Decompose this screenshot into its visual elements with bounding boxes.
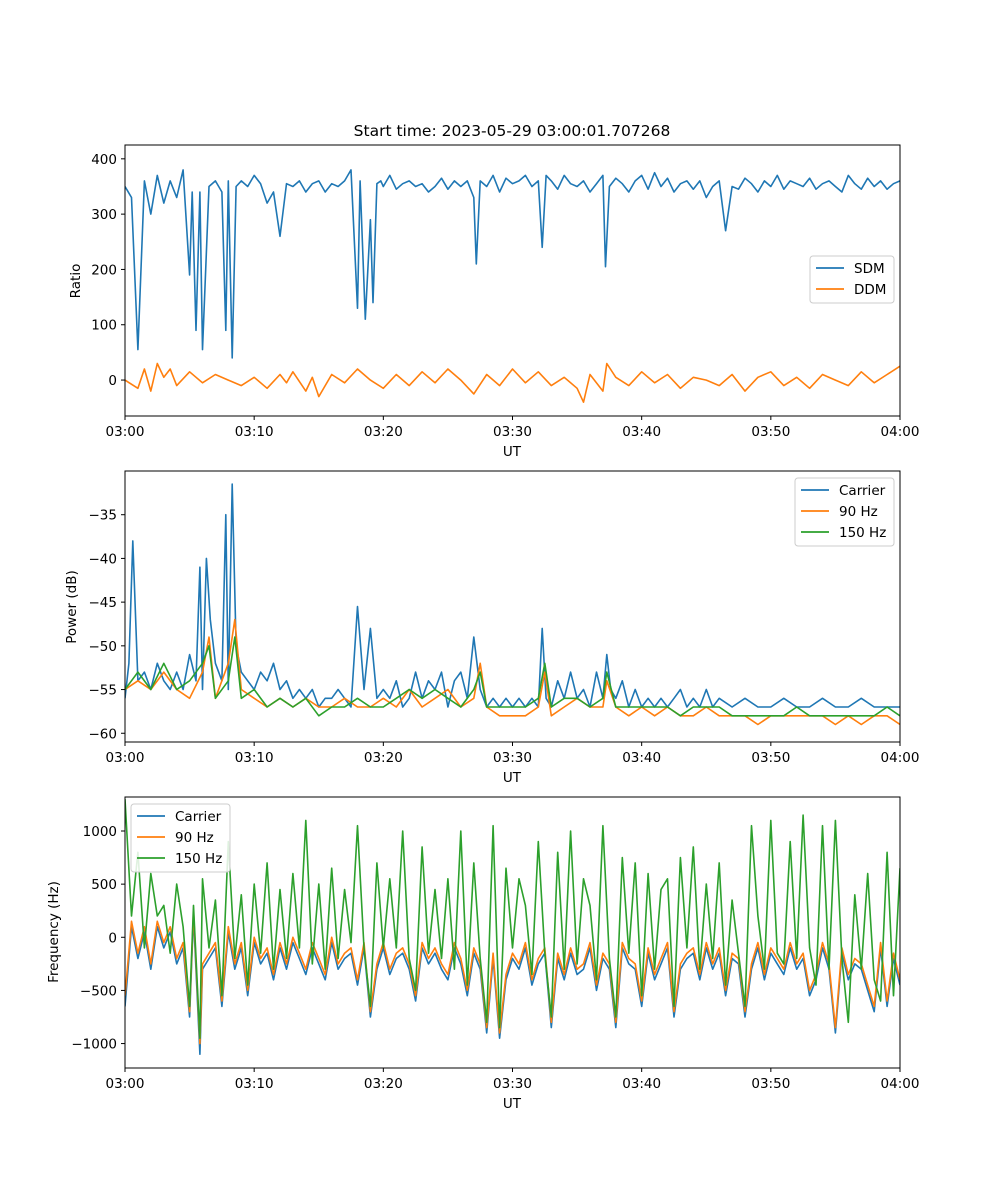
y-tick-label: −40 (89, 551, 118, 567)
x-tick-label: 04:00 (881, 1076, 920, 1092)
x-tick-label: 03:00 (106, 424, 145, 440)
legend-entry: 150 Hz (175, 851, 222, 867)
x-tick-label: 03:10 (235, 1076, 274, 1092)
y-tick-label: 100 (91, 318, 117, 334)
frequency-series-layer (125, 799, 900, 1055)
legend-entry: 90 Hz (175, 830, 214, 846)
x-tick-label: 03:50 (751, 1076, 790, 1092)
series-line-90-hz (125, 618, 900, 726)
ratio-y-ticks: 0 100 200 300 400 (91, 152, 125, 389)
power-x-ticks: 03:00 03:10 03:20 03:30 03:40 03:50 04:00 (106, 742, 920, 766)
legend-box (130, 803, 231, 873)
power-y-axis-label: Power (dB) (64, 570, 80, 643)
x-tick-label: 04:00 (881, 424, 920, 440)
legend-entry: 90 Hz (839, 504, 878, 520)
x-tick-label: 03:10 (235, 424, 274, 440)
x-tick-label: 03:00 (106, 750, 145, 766)
y-tick-label: −50 (89, 639, 118, 655)
x-tick-label: 03:30 (493, 750, 532, 766)
frequency-x-axis-label: UT (503, 1096, 522, 1112)
ratio-x-ticks: 03:00 03:10 03:20 03:30 03:40 03:50 04:00 (106, 416, 920, 440)
legend-entry: SDM (854, 261, 885, 277)
series-line-90-hz (125, 909, 900, 1045)
frequency-x-ticks: 03:00 03:10 03:20 03:30 03:40 03:50 04:00 (106, 1068, 920, 1092)
y-tick-label: 0 (108, 930, 117, 946)
series-line-carrier (125, 483, 900, 708)
legend-entry: 150 Hz (839, 525, 886, 541)
legend-entry: DDM (854, 282, 886, 298)
x-tick-label: 04:00 (881, 750, 920, 766)
x-tick-label: 03:20 (364, 750, 403, 766)
y-tick-label: 1000 (83, 824, 117, 840)
x-tick-label: 03:40 (622, 424, 661, 440)
series-line-150-hz (125, 799, 900, 1039)
x-tick-label: 03:30 (493, 1076, 532, 1092)
y-tick-label: 0 (108, 373, 117, 389)
frequency-y-axis-label: Frequency (Hz) (46, 881, 62, 983)
y-tick-label: 200 (91, 262, 117, 278)
x-tick-label: 03:20 (364, 1076, 403, 1092)
x-tick-label: 03:50 (751, 424, 790, 440)
y-tick-label: 500 (91, 877, 117, 893)
ratio-y-axis-label: Ratio (68, 264, 84, 299)
frequency-legend: Carrier 90 Hz 150 Hz (130, 803, 231, 873)
y-tick-label: −55 (89, 683, 118, 699)
x-tick-label: 03:20 (364, 424, 403, 440)
x-tick-label: 03:30 (493, 424, 532, 440)
power-panel: 03:00 03:10 03:20 03:30 03:40 03:50 04:00 −35−… (64, 470, 920, 786)
x-tick-label: 03:40 (622, 1076, 661, 1092)
y-tick-label: −45 (89, 595, 118, 611)
legend-entry: Carrier (175, 809, 222, 825)
ratio-x-axis-label: UT (503, 444, 522, 460)
y-tick-label: −500 (80, 983, 117, 999)
x-tick-label: 03:40 (622, 750, 661, 766)
power-legend: Carrier 90 Hz 150 Hz (794, 477, 895, 547)
y-tick-label: 400 (91, 152, 117, 168)
series-line-ddm (125, 362, 900, 404)
power-y-ticks: −35 −40 −45 −50 −55 −60 (89, 508, 125, 742)
ratio-series-layer (125, 169, 900, 404)
series-line-150-hz (125, 636, 900, 717)
ratio-panel: Start time: 2023-05-29 03:00:01.707268 0… (68, 122, 919, 460)
x-tick-label: 03:00 (106, 1076, 145, 1092)
power-series-layer (125, 483, 900, 726)
y-tick-label: 300 (91, 207, 117, 223)
x-tick-label: 03:50 (751, 750, 790, 766)
frequency-panel: 03:00 03:10 03:20 03:30 03:40 03:50 04:00 1000… (46, 796, 920, 1112)
power-x-axis-label: UT (503, 770, 522, 786)
y-tick-label: −1000 (71, 1037, 117, 1053)
legend-box (794, 477, 895, 547)
chart-title: Start time: 2023-05-29 03:00:01.707268 (354, 122, 671, 140)
x-tick-label: 03:10 (235, 750, 274, 766)
ratio-legend: SDM DDM (809, 255, 895, 304)
y-tick-label: −60 (89, 726, 118, 742)
frequency-y-ticks: 1000 500 0 −500 −1000 (71, 824, 125, 1053)
series-line-sdm (125, 169, 900, 359)
legend-entry: Carrier (839, 483, 886, 499)
y-tick-label: −35 (89, 508, 118, 524)
